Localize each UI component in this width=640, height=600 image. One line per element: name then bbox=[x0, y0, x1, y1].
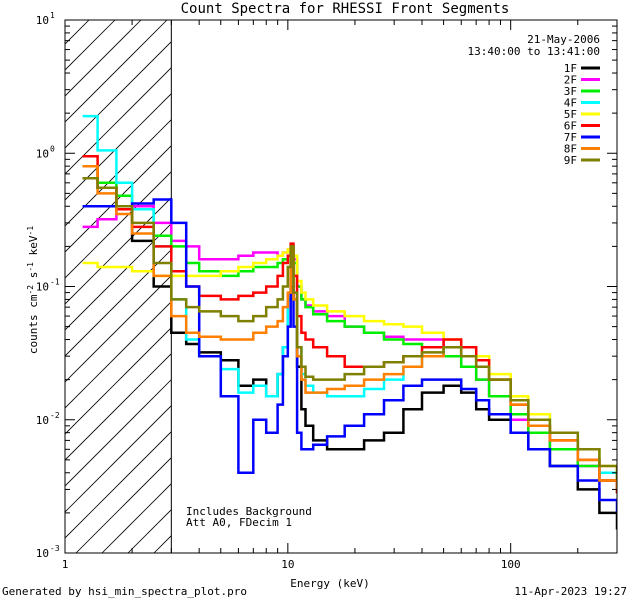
footer-timestamp: 11-Apr-2023 19:27 bbox=[514, 585, 627, 598]
legend-label-2F: 2F bbox=[564, 74, 577, 87]
x-axis-ticks: 1 10 100 bbox=[62, 20, 618, 571]
legend-label-6F: 6F bbox=[564, 120, 577, 133]
legend-label-1F: 1F bbox=[564, 62, 577, 75]
chart-title: Count Spectra for RHESSI Front Segments bbox=[181, 1, 510, 17]
hatch-line bbox=[65, 431, 172, 539]
hatch-line bbox=[75, 457, 172, 553]
y-axis-label: counts cm-2 s-1 keV-1 bbox=[26, 226, 40, 354]
legend-label-9F: 9F bbox=[564, 154, 577, 167]
legend-label-3F: 3F bbox=[564, 85, 577, 98]
x-tick-label: 1 bbox=[62, 558, 69, 571]
y-tick-label: 10 bbox=[36, 547, 49, 560]
x-tick-label: 100 bbox=[501, 558, 521, 571]
legend-label-8F: 8F bbox=[564, 143, 577, 156]
hatch-line bbox=[65, 197, 172, 305]
annotation-background: Includes Background bbox=[186, 505, 312, 518]
hatch-line bbox=[65, 93, 172, 201]
legend-label-5F: 5F bbox=[564, 108, 577, 121]
y-axis-label-text: counts cm-2 s-1 keV-1 bbox=[26, 226, 40, 354]
hatch-line bbox=[65, 41, 172, 149]
x-axis-label: Energy (keV) bbox=[290, 577, 369, 590]
y-tick-exponent: -1 bbox=[50, 278, 60, 287]
x-tick-label: 10 bbox=[281, 558, 294, 571]
hatch-line bbox=[65, 405, 172, 513]
series-line-9F bbox=[82, 176, 617, 481]
y-tick-label: 10 bbox=[36, 147, 49, 160]
series-line-5F bbox=[82, 245, 617, 481]
y-tick-label: 10 bbox=[36, 281, 49, 294]
hatch-line bbox=[65, 223, 172, 331]
series-group bbox=[82, 114, 617, 530]
hatch-line bbox=[65, 249, 172, 357]
y-tick-exponent: 0 bbox=[50, 144, 55, 153]
legend-label-7F: 7F bbox=[564, 131, 577, 144]
annotation-attenuator: Att A0, FDecim 1 bbox=[186, 516, 292, 529]
y-tick-exponent: -2 bbox=[50, 411, 60, 420]
plot-frame bbox=[64, 19, 618, 554]
hatch-line bbox=[65, 20, 168, 123]
y-tick-label: 10 bbox=[36, 414, 49, 427]
y-tick-label: 10 bbox=[36, 14, 49, 27]
legend-label-4F: 4F bbox=[564, 97, 577, 110]
y-tick-exponent: 1 bbox=[50, 11, 55, 20]
y-tick-exponent: -3 bbox=[50, 544, 60, 553]
series-line-1F bbox=[82, 176, 617, 530]
hatch-line bbox=[65, 67, 172, 175]
hatch-line bbox=[65, 379, 172, 487]
time-range-label: 13:40:00 to 13:41:00 bbox=[468, 45, 600, 58]
footer-generated-by: Generated by hsi_min_spectra_plot.pro bbox=[2, 585, 247, 598]
date-label: 21-May-2006 bbox=[527, 33, 600, 46]
